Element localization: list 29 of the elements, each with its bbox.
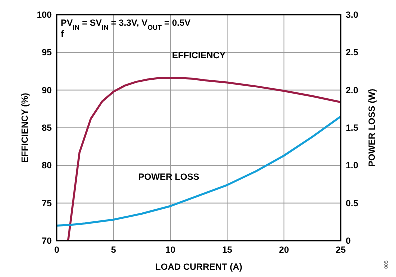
text: PV$_{IN}$ = SV$_{IN}$ = 3.3V, V$_{OUT}$ = 0.5V (61, 18, 191, 32)
series-label: POWER LOSS (138, 172, 200, 182)
y-tick-label: 85 (42, 123, 52, 133)
line-series (67, 77, 342, 242)
y-tick-label: 95 (42, 48, 52, 58)
series-label: EFFICIENCY (172, 50, 226, 61)
x-tick-label: 5 (111, 245, 116, 255)
y-tick-label: 80 (42, 160, 52, 171)
y-axis-title: EFFICIENCY (%) (20, 93, 30, 163)
y-tick-label: 90 (42, 85, 52, 96)
text: f (61, 29, 65, 39)
x-tick-label: 10 (166, 245, 176, 255)
y2-tick-label: 2.0 (346, 85, 359, 96)
x-tick-label: 25 (336, 245, 346, 255)
y2-tick-label: 0.5 (346, 198, 359, 208)
y-tick-label: 75 (42, 198, 52, 208)
line-series (56, 116, 342, 227)
y-tick-label: 100 (36, 10, 52, 20)
y2-tick-label: 0 (346, 236, 352, 246)
y2-tick-label: 3.0 (346, 10, 359, 20)
x-axis-title: LOAD CURRENT (A) (156, 262, 242, 272)
y2-tick-label: 1.5 (346, 123, 359, 133)
y2-tick-label: 1.0 (346, 160, 359, 171)
y-tick-label: 70 (42, 236, 52, 246)
x-tick-label: 20 (279, 245, 290, 255)
y2-tick-label: 2.5 (346, 48, 359, 58)
y2-axis-title: POWER LOSS (W) (367, 89, 377, 167)
x-tick-label: 15 (222, 245, 232, 255)
x-tick-label: 0 (54, 245, 60, 255)
